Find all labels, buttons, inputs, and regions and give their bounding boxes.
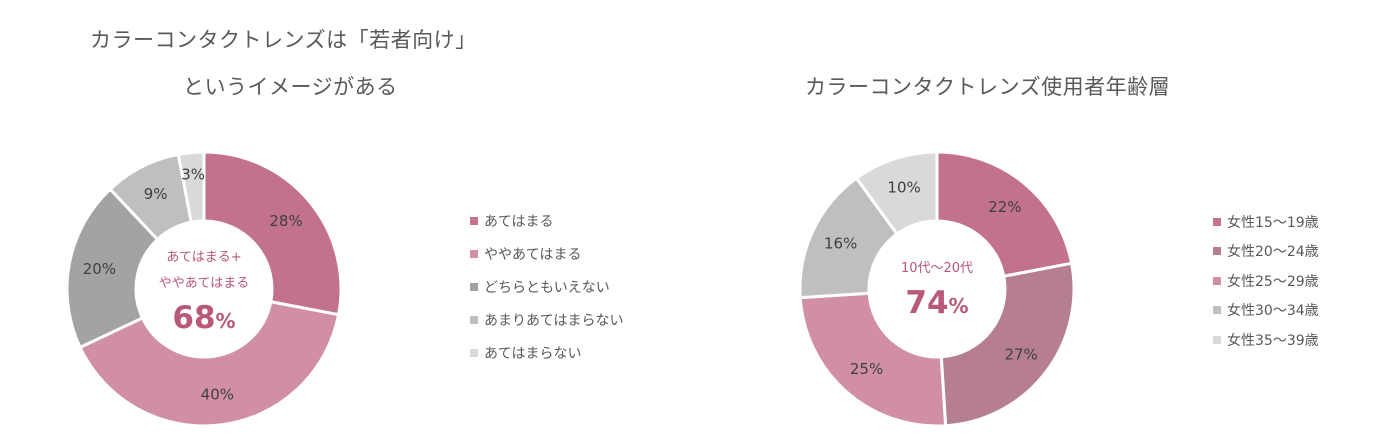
legend-swatch-icon xyxy=(1213,335,1221,344)
legend-label: あてはまらない xyxy=(484,345,582,362)
data-label: 16% xyxy=(824,235,857,253)
legend-swatch-icon xyxy=(1213,217,1221,226)
legend-swatch-icon xyxy=(470,348,478,357)
data-label: 28% xyxy=(269,212,302,230)
donut-segment xyxy=(798,291,948,428)
chart1-title-line2: というイメージがある xyxy=(183,75,398,99)
legend-item: どちらともいえない xyxy=(470,270,623,303)
legend-item: 女性15〜19歳 xyxy=(1213,207,1319,237)
legend-item: あてはまらない xyxy=(470,336,623,369)
legend-swatch-icon xyxy=(1213,306,1221,315)
legend-label: あてはまる xyxy=(484,213,554,230)
chart1-center-label: あてはまる+ ややあてはまる 68% xyxy=(144,246,264,336)
chart2-center-label: 10代〜20代 74% xyxy=(877,257,997,321)
donut-segment xyxy=(935,150,1074,279)
legend-label: どちらともいえない xyxy=(484,279,610,296)
legend-swatch-icon xyxy=(1213,247,1221,256)
data-label: 9% xyxy=(144,185,168,203)
chart1-center-line2: ややあてはまる xyxy=(158,276,250,291)
legend-label: 女性15〜19歳 xyxy=(1227,214,1319,231)
legend-label: 女性30〜34歳 xyxy=(1227,303,1319,320)
legend-swatch-icon xyxy=(470,249,478,258)
legend-item: あてはまる xyxy=(470,204,623,237)
legend-label: あまりあてはまらない xyxy=(484,312,624,329)
legend-label: 女性25〜29歳 xyxy=(1227,273,1319,290)
legend-swatch-icon xyxy=(470,216,478,225)
donut-segment xyxy=(854,150,939,237)
donut-segment xyxy=(78,299,341,428)
chart2-donut: 22% 27% 25% 16% 10% xyxy=(798,150,1076,428)
legend-swatch-icon xyxy=(1213,276,1221,285)
data-label: 3% xyxy=(181,166,205,184)
legend-label: 女性35〜39歳 xyxy=(1227,332,1319,349)
legend-item: ややあてはまる xyxy=(470,237,623,270)
chart2-center-line1: 10代〜20代 xyxy=(900,261,974,276)
legend-item: 女性20〜24歳 xyxy=(1213,237,1319,267)
legend-item: 女性30〜34歳 xyxy=(1213,296,1319,326)
data-label: 10% xyxy=(887,179,920,197)
legend-label: ややあてはまる xyxy=(484,246,582,263)
data-label: 25% xyxy=(850,360,883,378)
donut-segment xyxy=(202,150,343,317)
donut-segment xyxy=(939,261,1076,428)
donut-segment xyxy=(798,176,900,300)
legend-item: あまりあてはまらない xyxy=(470,303,623,336)
legend-item: 女性25〜29歳 xyxy=(1213,266,1319,296)
chart1-legend: あてはまるややあてはまるどちらともいえない あまりあてはまらない あてはまらない xyxy=(470,204,623,369)
data-label: 27% xyxy=(1004,345,1037,363)
legend-swatch-icon xyxy=(470,315,478,324)
chart1-title-line1: カラーコンタクトレンズは「若者向け」 xyxy=(90,28,477,52)
legend-label: 女性20〜24歳 xyxy=(1227,244,1319,261)
chart2-title: カラーコンタクトレンズ使用者年齢層 xyxy=(805,75,1171,99)
chart1-center-value: 68% xyxy=(172,300,236,336)
donut-segment xyxy=(65,187,160,350)
data-label: 22% xyxy=(988,198,1021,216)
legend-swatch-icon xyxy=(470,282,478,291)
data-label: 20% xyxy=(83,260,116,278)
chart2-center-value: 74% xyxy=(905,285,969,321)
donut-segment xyxy=(176,150,206,224)
chart1-center-line1: あてはまる+ xyxy=(166,250,242,265)
legend-item: 女性35〜39歳 xyxy=(1213,325,1319,355)
chart1-donut: 28% 40% 20% 9% 3% xyxy=(65,150,343,428)
data-label: 40% xyxy=(201,386,234,404)
chart2-legend: 女性15〜19歳 女性20〜24歳 女性25〜29歳 女性30〜34歳 女性35〜39歳 xyxy=(1213,207,1319,355)
